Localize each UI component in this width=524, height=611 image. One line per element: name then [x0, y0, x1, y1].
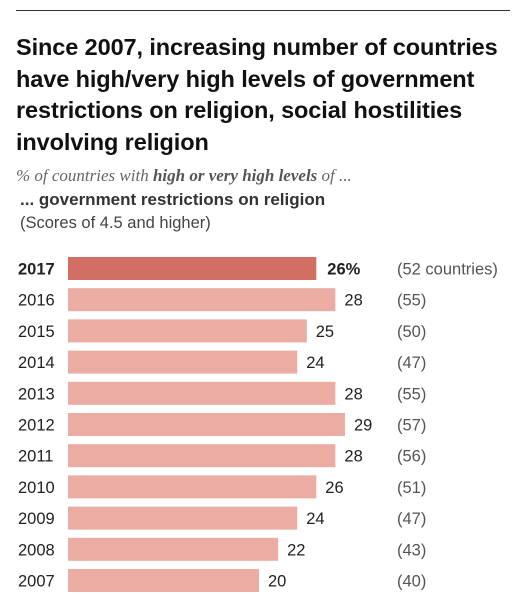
- bar: [68, 350, 298, 374]
- subtitle-emphasis: high or very high levels: [152, 166, 318, 185]
- category-label: 2016: [18, 292, 55, 310]
- count-label: (57): [397, 417, 426, 435]
- chart-subhead: ... government restrictions on religion: [20, 190, 326, 209]
- value-label: 24: [306, 510, 324, 528]
- value-label: 28: [344, 292, 362, 310]
- subtitle-prefix: % of countries with: [16, 166, 153, 185]
- count-label: (55): [397, 385, 426, 403]
- count-label: (51): [397, 479, 426, 497]
- count-label: (40): [397, 573, 426, 591]
- category-label: 2013: [18, 385, 55, 403]
- count-label: (55): [397, 292, 426, 310]
- count-label: (52 countries): [397, 261, 498, 279]
- category-label: 2017: [18, 261, 55, 279]
- count-label: (43): [397, 541, 426, 559]
- value-label: 25: [316, 323, 334, 341]
- chart-subtitle: % of countries with high or very high le…: [16, 166, 352, 186]
- value-label: 29: [354, 417, 372, 435]
- category-label: 2009: [18, 510, 55, 528]
- bar: [68, 506, 298, 530]
- bar: [68, 381, 336, 405]
- bar: [68, 569, 259, 592]
- count-label: (47): [397, 354, 426, 372]
- count-label: (47): [397, 510, 426, 528]
- value-label: 26: [325, 479, 343, 497]
- top-rule: [16, 10, 510, 11]
- category-label: 2015: [18, 323, 55, 341]
- bar: [68, 288, 336, 312]
- bar: [68, 537, 279, 561]
- value-label: 22: [287, 541, 305, 559]
- bar: [68, 413, 345, 436]
- chart-title: Since 2007, increasing number of countri…: [16, 34, 498, 155]
- category-label: 2012: [18, 417, 55, 435]
- value-label: 26%: [327, 261, 360, 279]
- bar: [68, 319, 307, 343]
- bar: [68, 257, 317, 280]
- value-label: 24: [306, 354, 324, 372]
- bar: [68, 444, 336, 468]
- category-label: 2011: [18, 448, 53, 466]
- bar-chart: 2017 26% (52 countries) 2016 28 (55) 2015 25 (50…: [18, 257, 498, 592]
- category-label: 2010: [18, 479, 55, 497]
- count-label: (56): [397, 448, 426, 466]
- category-label: 2014: [18, 354, 55, 372]
- value-label: 20: [268, 573, 286, 591]
- category-label: 2007: [18, 573, 55, 591]
- value-label: 28: [344, 385, 362, 403]
- category-label: 2008: [18, 541, 55, 559]
- count-label: (50): [397, 323, 426, 341]
- subtitle-suffix: of ...: [317, 166, 352, 185]
- value-label: 28: [344, 448, 362, 466]
- chart-note: (Scores of 4.5 and higher): [20, 214, 211, 232]
- bar: [68, 475, 317, 499]
